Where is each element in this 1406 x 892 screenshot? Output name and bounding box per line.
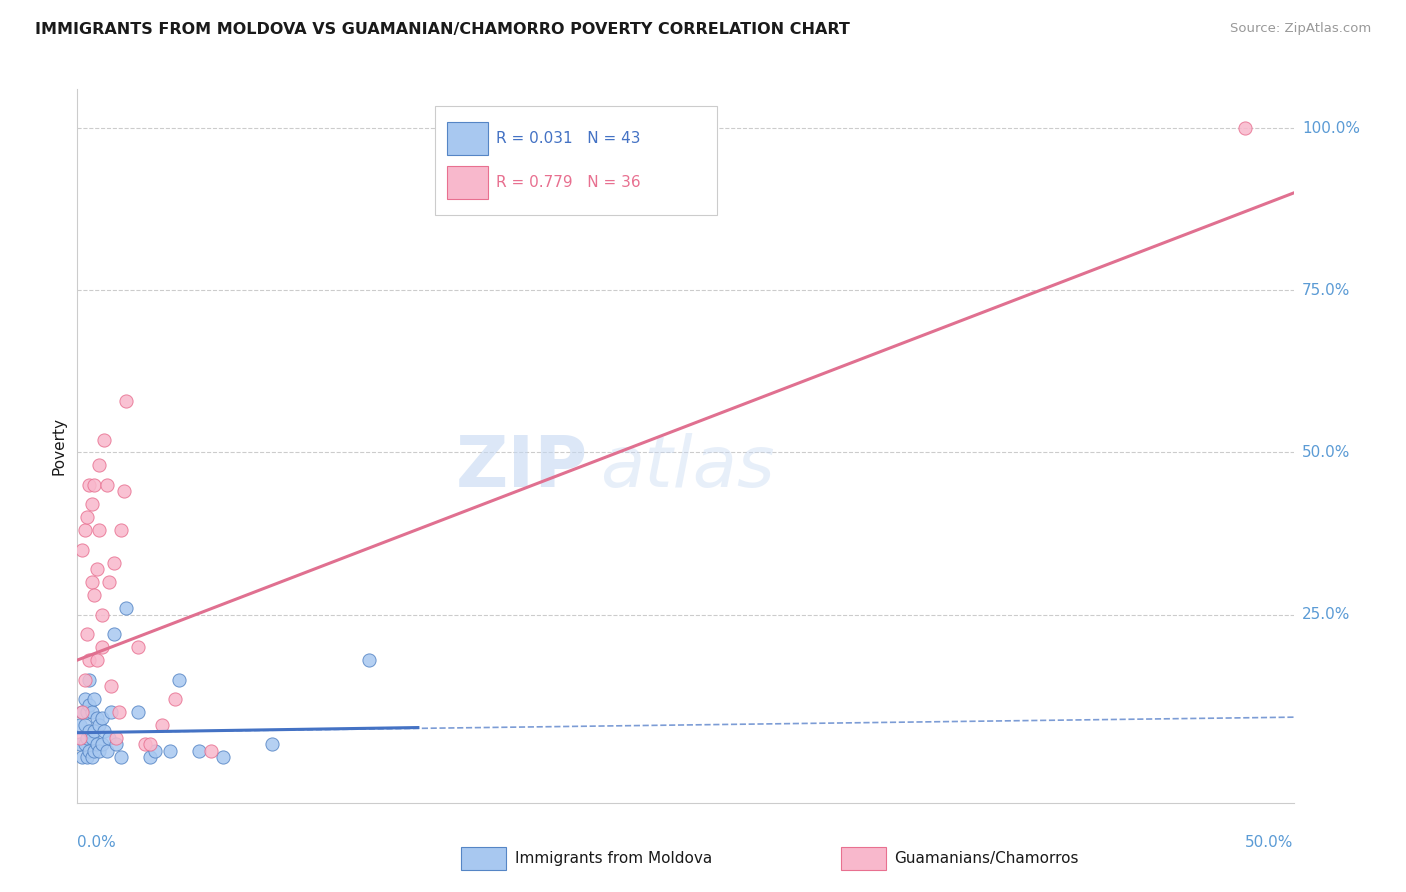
Point [89, 744, 111, 758]
Point [359, 653, 381, 667]
Point [188, 744, 211, 758]
Text: 50.0%: 50.0% [1246, 835, 1294, 850]
Point [70, 750, 93, 764]
Point [89, 458, 111, 473]
Text: atlas: atlas [600, 433, 775, 502]
Point [107, 705, 129, 719]
Point [79, 653, 101, 667]
Point [69, 718, 91, 732]
Point [80, 705, 103, 719]
Point [97, 731, 120, 745]
Point [90, 607, 112, 622]
Point [80, 750, 103, 764]
Point [139, 750, 162, 764]
Point [152, 718, 174, 732]
Point [110, 750, 132, 764]
Point [134, 738, 156, 752]
Point [260, 738, 283, 752]
Point [86, 711, 108, 725]
Point [83, 744, 105, 758]
Point [73, 718, 96, 732]
Point [76, 510, 98, 524]
Point [127, 640, 149, 654]
Point [112, 484, 135, 499]
Point [139, 738, 162, 752]
Point [79, 478, 101, 492]
Point [143, 744, 166, 758]
Point [70, 705, 93, 719]
Point [105, 731, 128, 745]
Point [83, 478, 105, 492]
Point [80, 575, 103, 590]
Text: IMMIGRANTS FROM MOLDOVA VS GUAMANIAN/CHAMORRO POVERTY CORRELATION CHART: IMMIGRANTS FROM MOLDOVA VS GUAMANIAN/CHA… [35, 22, 851, 37]
Text: Source: ZipAtlas.com: Source: ZipAtlas.com [1230, 22, 1371, 36]
Point [1233, 121, 1256, 136]
Point [163, 692, 186, 706]
Text: 25.0%: 25.0% [1302, 607, 1350, 622]
Text: 100.0%: 100.0% [1302, 120, 1360, 136]
Point [103, 556, 125, 570]
Point [73, 524, 96, 538]
Point [93, 433, 115, 447]
Point [73, 738, 96, 752]
Point [127, 705, 149, 719]
Point [90, 738, 112, 752]
Point [76, 731, 98, 745]
Text: 0.0%: 0.0% [77, 835, 117, 850]
Point [83, 692, 105, 706]
Point [70, 705, 93, 719]
Point [79, 724, 101, 739]
Point [79, 673, 101, 687]
Point [70, 542, 93, 557]
Point [200, 744, 222, 758]
Point [89, 524, 111, 538]
Text: Immigrants from Moldova: Immigrants from Moldova [515, 851, 711, 865]
Point [83, 588, 105, 602]
Point [76, 627, 98, 641]
Point [159, 744, 181, 758]
Text: R = 0.779   N = 36: R = 0.779 N = 36 [496, 175, 640, 190]
Text: Guamanians/Chamorros: Guamanians/Chamorros [894, 851, 1078, 865]
Point [90, 640, 112, 654]
Point [79, 698, 101, 713]
Point [115, 601, 138, 615]
Point [86, 562, 108, 576]
Point [80, 497, 103, 511]
Point [73, 673, 96, 687]
Point [110, 524, 132, 538]
Point [90, 711, 112, 725]
Point [93, 724, 115, 739]
Point [69, 731, 91, 745]
Point [96, 744, 118, 758]
Point [83, 724, 105, 739]
Point [105, 738, 128, 752]
Point [103, 627, 125, 641]
Point [89, 718, 111, 732]
Point [76, 750, 98, 764]
Point [115, 393, 138, 408]
Point [86, 653, 108, 667]
Point [69, 738, 91, 752]
Point [169, 673, 191, 687]
Point [86, 738, 108, 752]
Point [100, 679, 122, 693]
Point [97, 575, 120, 590]
Point [96, 478, 118, 492]
Text: R = 0.031   N = 43: R = 0.031 N = 43 [496, 131, 640, 146]
Point [73, 692, 96, 706]
Point [80, 731, 103, 745]
Text: 50.0%: 50.0% [1302, 445, 1350, 460]
Y-axis label: Poverty: Poverty [51, 417, 66, 475]
Point [212, 750, 235, 764]
Point [79, 744, 101, 758]
Text: 75.0%: 75.0% [1302, 283, 1350, 298]
Point [76, 705, 98, 719]
Text: ZIP: ZIP [456, 433, 588, 502]
Point [100, 705, 122, 719]
